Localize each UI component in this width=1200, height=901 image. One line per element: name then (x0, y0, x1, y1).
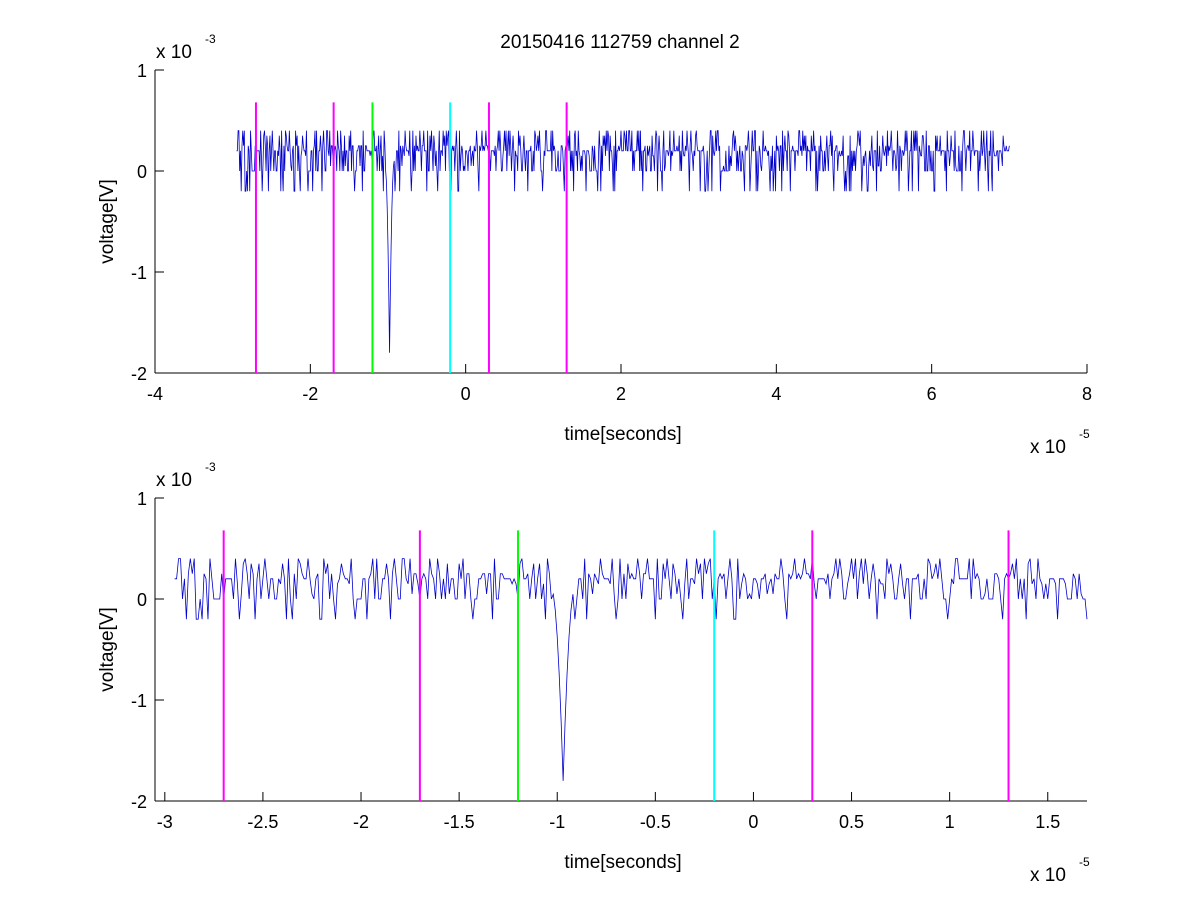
y-tick-label: 1 (137, 61, 147, 81)
x-tick-label: 0.5 (839, 812, 864, 832)
x-tick-label: 6 (927, 384, 937, 404)
y-tick-label: 1 (137, 489, 147, 509)
x-tick-label: -1.5 (444, 812, 475, 832)
x-tick-label: -1 (549, 812, 565, 832)
bottom-axes: -3 -2.5 -2 -1.5 -1 -0.5 0 0.5 1 1.5 -2 -1 0 1 time[sec… (97, 460, 1090, 886)
x-tick-label: -2.5 (247, 812, 278, 832)
x-tick-label: 0 (461, 384, 471, 404)
signal-line (236, 130, 1010, 353)
y-tick-label: -1 (131, 691, 147, 711)
y-tick-label: -2 (131, 364, 147, 384)
x-tick-label: -4 (147, 384, 163, 404)
chart-title: 20150416 112759 channel 2 (500, 32, 740, 53)
x-tick-label: 1.5 (1035, 812, 1060, 832)
x-axis-label: time[seconds] (564, 424, 681, 445)
x-tick-label: -3 (157, 812, 173, 832)
y-tick-label: -2 (131, 792, 147, 812)
x-tick-label: 1 (945, 812, 955, 832)
x-tick-label: 0 (748, 812, 758, 832)
x-tick-label: 2 (616, 384, 626, 404)
x-multiplier-exponent: -5 (1079, 427, 1090, 441)
y-axis-label: voltage[V] (97, 607, 118, 692)
x-multiplier-label: x 10 (1030, 865, 1066, 886)
y-tick-label: -1 (131, 263, 147, 283)
x-tick-label: -2 (353, 812, 369, 832)
top-axes: -4 -2 0 2 4 6 8-2-101time[seconds]voltage[V]x … (97, 32, 1092, 458)
signal-line (174, 558, 1088, 781)
y-multiplier-label: x 10 (156, 470, 192, 491)
y-multiplier-exponent: -3 (205, 32, 216, 46)
x-tick-label: -2 (302, 384, 318, 404)
y-multiplier-label: x 10 (156, 42, 192, 63)
x-multiplier-exponent: -5 (1079, 855, 1090, 869)
y-multiplier-exponent: -3 (205, 460, 216, 474)
y-axis-label: voltage[V] (97, 179, 118, 264)
y-tick-label: 0 (137, 162, 147, 182)
x-tick-label: 4 (771, 384, 781, 404)
x-multiplier-label: x 10 (1030, 437, 1066, 458)
x-tick-label: 8 (1082, 384, 1092, 404)
y-tick-label: 0 (137, 590, 147, 610)
x-axis-label: time[seconds] (564, 852, 681, 873)
x-tick-label: -0.5 (640, 812, 671, 832)
